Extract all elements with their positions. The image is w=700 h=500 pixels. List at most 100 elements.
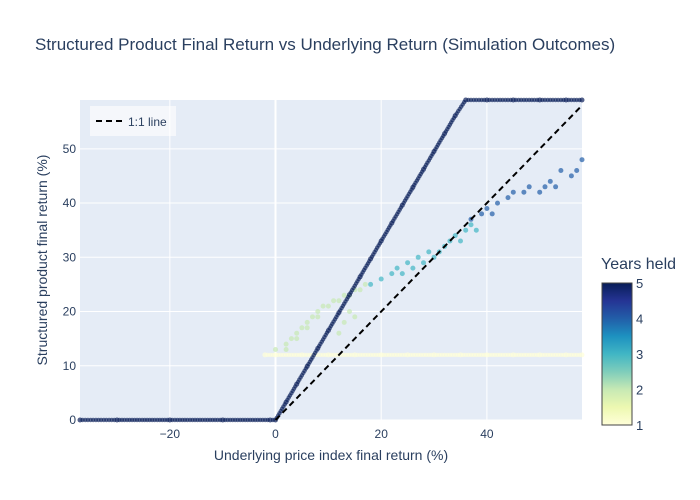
data-point	[508, 352, 513, 358]
data-point	[482, 352, 487, 358]
colorbar-tick-label: 3	[636, 347, 643, 362]
data-point	[165, 417, 170, 423]
data-point	[304, 319, 310, 325]
data-point	[451, 115, 457, 121]
data-point	[405, 260, 411, 266]
colorbar-gradient	[601, 282, 633, 426]
data-point	[430, 151, 435, 156]
data-point	[349, 352, 355, 358]
colorbar: Years held 1 2 3 4 5	[601, 256, 676, 433]
data-point	[568, 173, 574, 179]
data-point	[441, 133, 446, 139]
colorbar-tick-label: 1	[636, 418, 643, 433]
data-point	[273, 347, 278, 352]
data-point	[325, 303, 331, 309]
data-point	[482, 97, 487, 103]
data-point	[409, 187, 414, 192]
data-point	[112, 417, 117, 423]
data-point	[577, 97, 582, 103]
plot-area	[80, 100, 582, 420]
data-point	[479, 211, 485, 217]
y-tick-label: 50	[63, 142, 77, 156]
data-point	[294, 336, 300, 342]
data-point	[297, 352, 302, 358]
data-point	[508, 97, 513, 103]
data-point	[577, 352, 582, 358]
data-point	[377, 241, 383, 246]
data-point	[288, 336, 294, 342]
y-axis-title: Structured product final return (%)	[34, 155, 50, 366]
data-point	[579, 157, 585, 163]
x-axis-title: Underlying price index final return (%)	[214, 447, 448, 463]
colorbar-title: Years held	[601, 256, 676, 273]
x-tick-label: 40	[480, 427, 494, 441]
y-tick-label: 40	[63, 196, 77, 210]
colorbar-ticks: 1 2 3 4 5	[636, 276, 643, 433]
data-point	[415, 254, 421, 260]
data-point	[510, 189, 516, 195]
data-point	[347, 309, 352, 314]
data-point	[521, 189, 527, 195]
legend-1-1-line-label: 1:1 line	[128, 115, 167, 129]
data-point	[426, 249, 432, 255]
data-point	[315, 309, 321, 314]
axes: −20 0 20 40 0 10 20 30 40 50	[63, 142, 494, 441]
colorbar-tick-label: 2	[636, 383, 643, 398]
data-point	[394, 265, 400, 271]
legend: 1:1 line	[90, 106, 176, 136]
data-point	[314, 348, 319, 353]
data-point	[473, 227, 479, 233]
data-point	[310, 314, 315, 320]
data-point	[468, 222, 474, 228]
data-point	[526, 184, 532, 190]
data-point	[455, 352, 460, 358]
data-point	[398, 205, 404, 210]
data-point	[341, 292, 347, 298]
data-point	[283, 341, 289, 347]
data-point	[293, 384, 298, 389]
series-years-1	[262, 352, 585, 358]
data-point	[270, 352, 276, 358]
data-point	[558, 168, 564, 173]
y-tick-label: 30	[63, 250, 77, 264]
data-point	[270, 417, 276, 423]
data-point	[341, 319, 347, 325]
x-tick-label: −20	[160, 427, 181, 441]
x-tick-label: 20	[375, 427, 389, 441]
y-tick-label: 20	[63, 305, 77, 319]
data-point	[282, 402, 287, 407]
data-point	[553, 184, 559, 190]
data-point	[495, 200, 500, 206]
series-years-4	[468, 157, 585, 222]
data-point	[410, 265, 416, 271]
data-point	[352, 314, 358, 320]
data-point	[331, 298, 337, 304]
data-point	[462, 100, 467, 105]
data-point	[429, 352, 434, 358]
data-point	[420, 169, 425, 174]
data-point	[378, 276, 384, 282]
data-point	[335, 312, 340, 317]
data-point	[574, 168, 580, 173]
data-point	[283, 347, 289, 352]
colorbar-tick-label: 5	[636, 276, 643, 291]
data-point	[336, 298, 342, 304]
data-point	[324, 330, 330, 335]
data-point	[320, 303, 326, 309]
data-point	[367, 259, 372, 264]
colorbar-tick-label: 4	[636, 312, 643, 327]
data-point	[458, 238, 463, 244]
data-point	[376, 352, 381, 358]
data-point	[489, 211, 495, 217]
data-point	[368, 281, 374, 287]
data-point	[389, 271, 395, 277]
data-point	[534, 352, 540, 358]
data-point	[421, 260, 426, 266]
data-point	[294, 330, 300, 336]
data-point	[534, 97, 540, 103]
data-point	[484, 206, 490, 211]
x-tick-label: 0	[272, 427, 279, 441]
reference-line-1-1	[274, 104, 583, 421]
